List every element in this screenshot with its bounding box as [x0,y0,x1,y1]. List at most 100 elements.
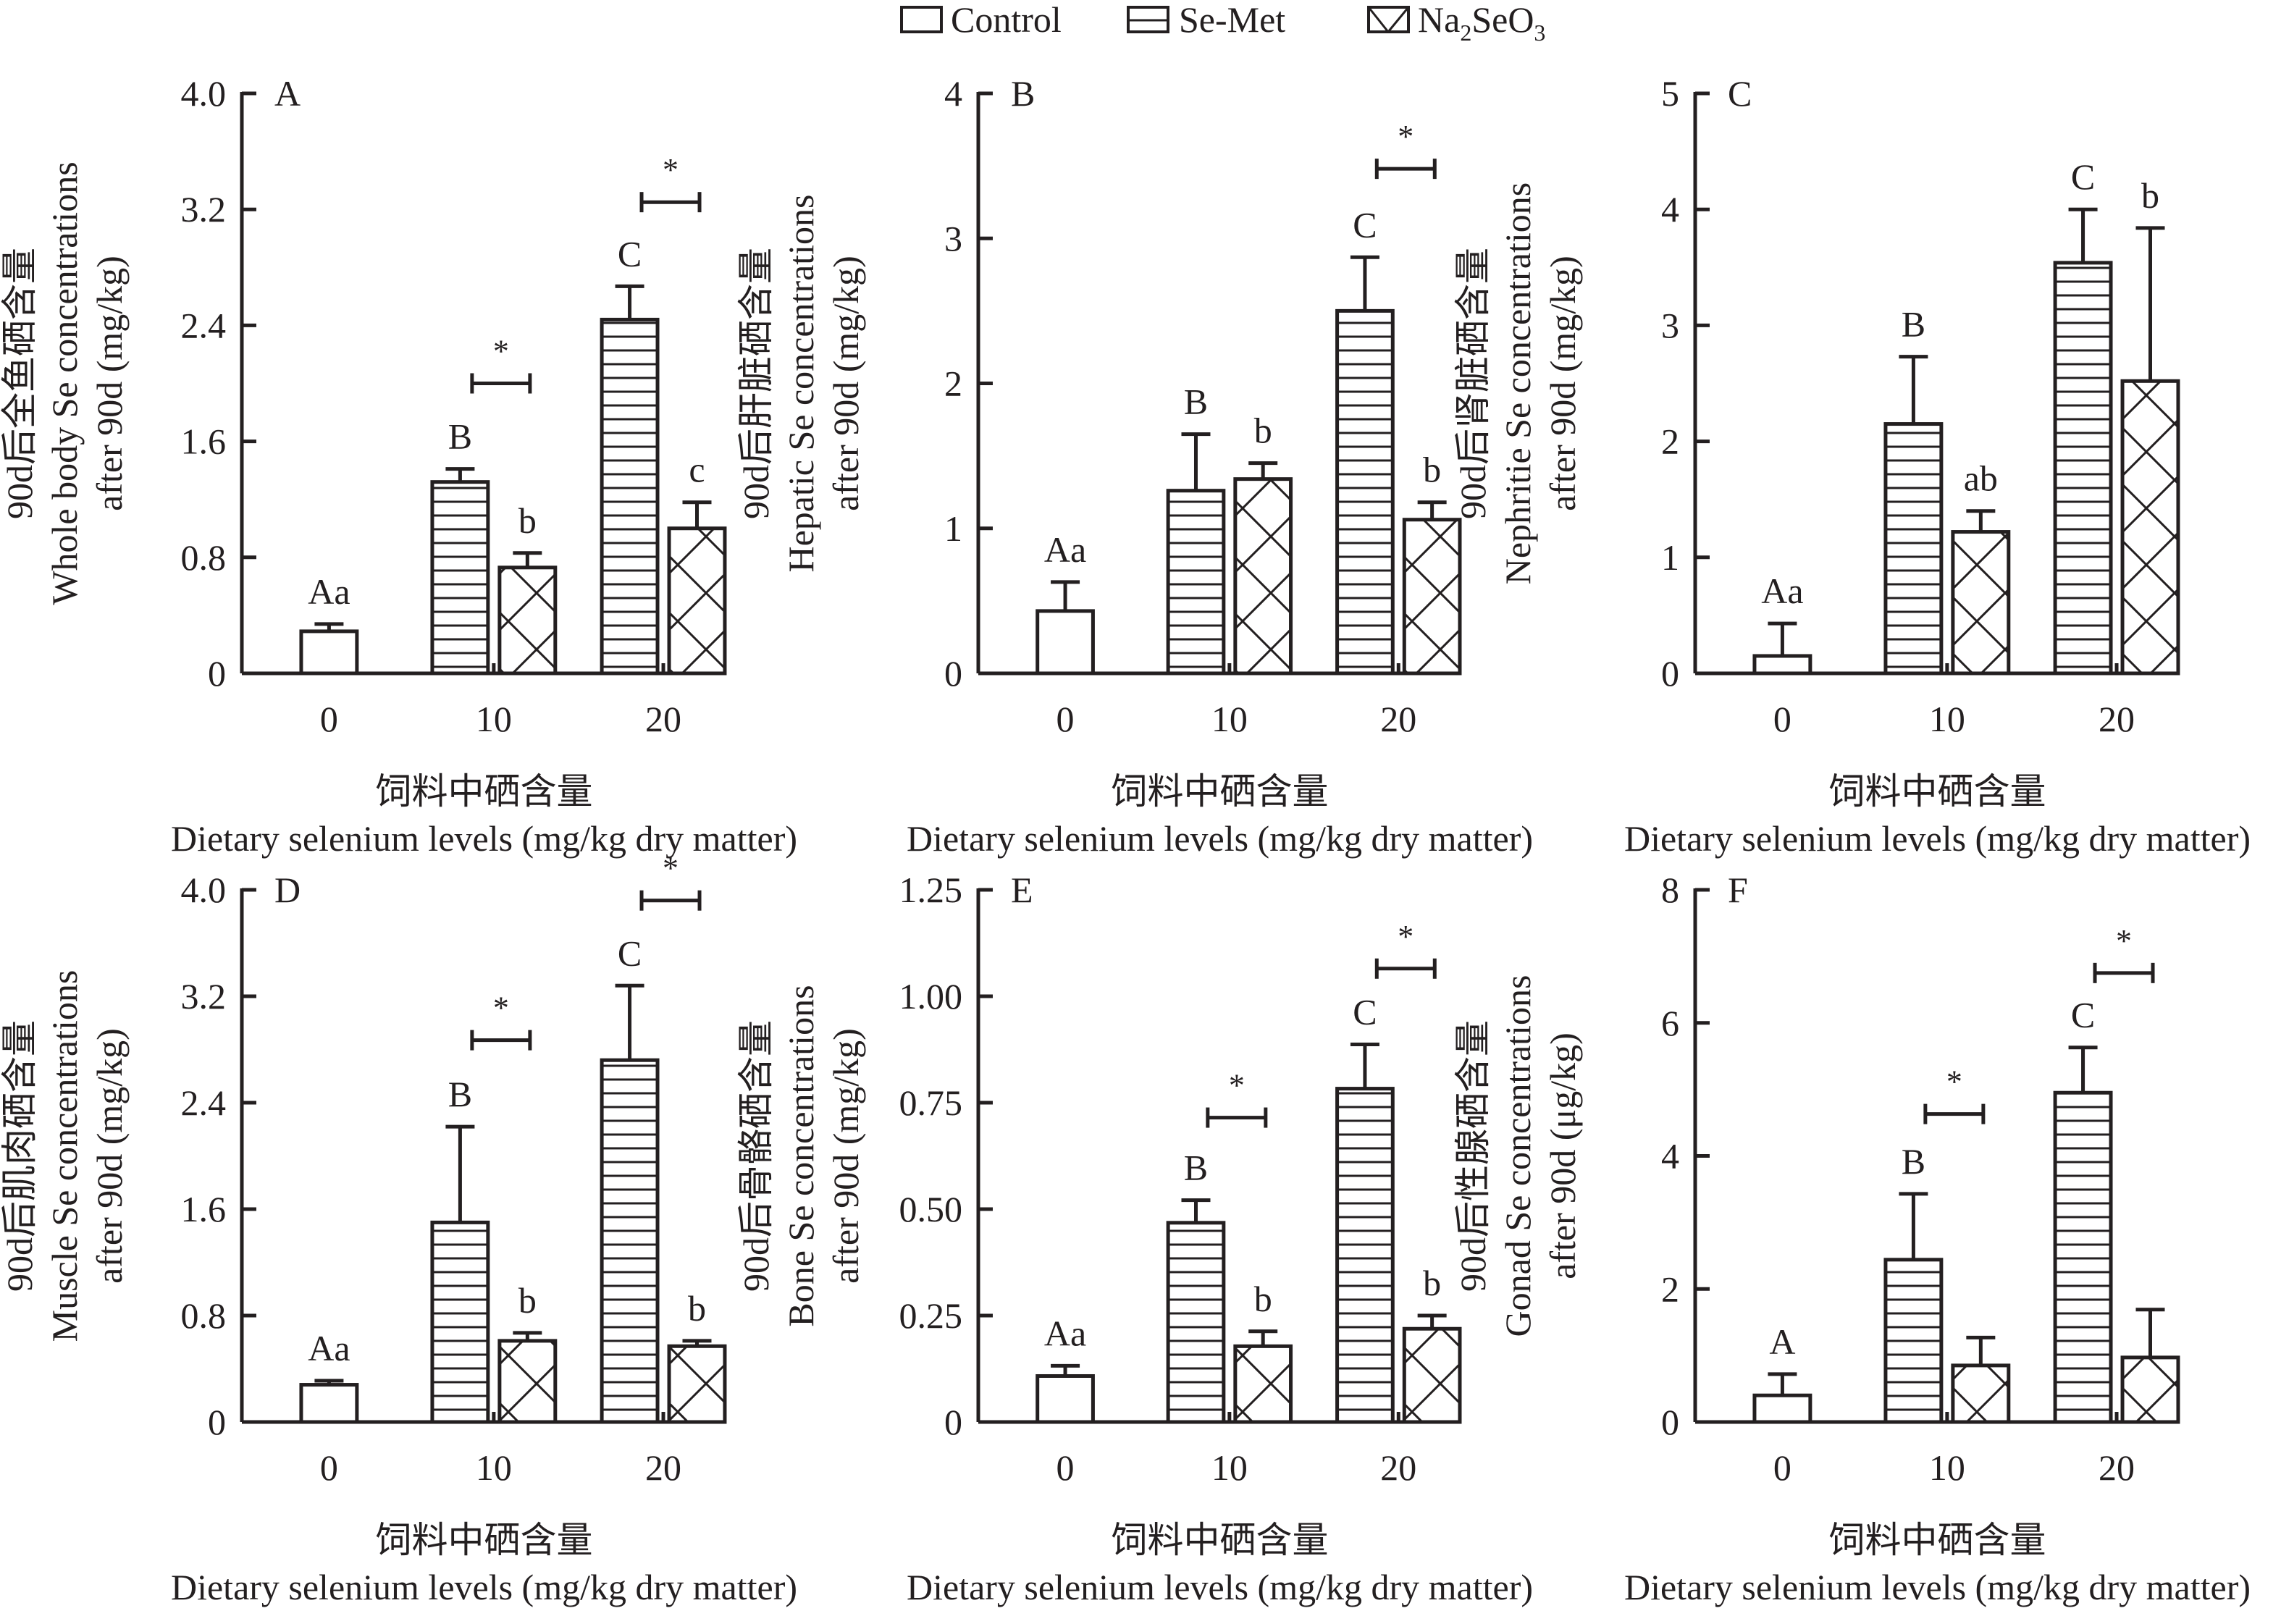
bar-control [1752,654,1812,676]
y-axis-label-line-3: after 90d (mg/kg) [89,1028,130,1284]
x-tick-label: 0 [1057,699,1075,739]
bar-se-met [1335,1087,1395,1424]
y-axis-label-line-3: after 90d (mg/kg) [826,1028,866,1284]
significance-asterisk: * [2116,923,2132,959]
bar-na2seo3 [1951,530,2011,676]
significance-letter: C [2071,995,2095,1035]
y-axis-label-line-3: after 90d (mg/kg) [1542,256,1583,511]
panel-e: 0 0.25 0.50 0.75 1.00 1.25 0 10 20 E Aa B Cb b * * 90d后骨… [736,870,1533,1607]
x-tick-label: 10 [1929,699,1965,739]
significance-letter: C [618,233,642,274]
significance-asterisk: * [1398,119,1413,154]
panel-c: 0 1 2 3 4 5 0 10 20 C Aa B Cab b 90d后肾脏硒含量 Nephritie Se… [1453,73,2251,859]
legend: Control Se-Met Na2SeO3 [900,0,1545,46]
y-axis-label-line-1: 90d后肌肉硒含量 [0,1020,40,1292]
significance-letter: b [518,1280,537,1321]
significance-letter: b [688,1288,706,1329]
y-tick-label: 1.6 [181,1189,227,1229]
y-tick-label: 4.0 [181,870,227,910]
x-tick-label: 20 [2099,1447,2135,1488]
legend-label-se-met: Se-Met [1179,0,1285,40]
significance-letter: b [1423,1263,1441,1303]
legend-swatch-se-met [1127,6,1169,33]
bar-na2seo3 [1951,1363,2011,1424]
bar-se-met [1166,489,1226,676]
bar-se-met [1166,1221,1226,1424]
y-tick-label: 0 [1661,1402,1679,1442]
y-tick-label: 0 [208,653,226,694]
legend-label-control: Control [951,0,1062,40]
significance-letter: ab [1964,458,1998,499]
panel-letter: A [274,73,301,114]
panel-a: 0 0.8 1.6 2.4 3.2 4.0 0 10 20 A Aa B Cb c * * 90d后全鱼硒含量 W… [0,73,797,859]
significance-asterisk: * [663,152,679,188]
y-axis-label-line-1: 90d后全鱼硒含量 [0,248,40,519]
y-tick-label: 4 [1661,189,1679,230]
x-tick-label: 10 [476,699,512,739]
significance-letter: B [1184,382,1208,422]
significance-letter: b [518,500,537,541]
bar-na2seo3 [1402,1326,1462,1424]
bar-se-met [1335,308,1395,676]
y-axis-label-line-3: after 90d (mg/kg) [826,256,866,511]
x-tick-label: 0 [1057,1447,1075,1488]
y-tick-label: 5 [1661,73,1679,114]
y-tick-label: 1 [944,508,962,549]
bar-na2seo3 [1402,518,1462,676]
x-tick-label: 10 [476,1447,512,1488]
significance-letter: Aa [1044,529,1086,570]
bar-se-met [430,480,490,676]
significance-letter: b [1254,1279,1272,1319]
panel-letter: C [1728,73,1752,114]
y-tick-label: 2 [1661,421,1679,462]
bar-se-met [1883,422,1944,676]
y-tick-label: 0.50 [899,1189,963,1229]
x-axis-label: Dietary selenium levels (mg/kg dry matte… [171,818,797,859]
x-tick-label: 0 [320,699,338,739]
bar-control [299,629,359,676]
y-tick-label: 1.6 [181,421,227,462]
bar-se-met [2053,261,2113,676]
bar-na2seo3 [497,1339,558,1424]
significance-letter: B [1902,304,1925,345]
y-axis-label-line-2: Gonad Se concentrations [1497,975,1538,1337]
x-tick-label: 10 [1211,1447,1248,1488]
y-tick-label: 0.8 [181,537,227,578]
significance-letter: C [1353,204,1377,245]
y-tick-label: 2 [1661,1269,1679,1309]
bar-se-met [1883,1258,1944,1424]
x-axis-label-cn: 饲料中硒含量 [1829,1520,2046,1560]
legend-seo: SeO [1471,0,1534,40]
bar-se-met [600,317,660,676]
x-tick-label: 20 [645,1447,681,1488]
y-tick-label: 6 [1661,1003,1679,1043]
significance-asterisk: * [1398,919,1413,954]
significance-letter: Aa [1761,571,1803,611]
significance-letter: b [1423,450,1441,490]
y-axis-label-line-1: 90d后肝脏硒含量 [736,248,776,519]
significance-asterisk: * [663,851,679,886]
y-tick-label: 4 [1661,1136,1679,1177]
significance-letter: b [2141,175,2159,216]
legend-swatch-hatch-line [1387,7,1410,33]
x-axis-label-cn: 饲料中硒含量 [1829,771,2046,812]
y-tick-label: 0.8 [181,1295,227,1336]
significance-letter: b [1254,411,1272,451]
legend-sub-2: 2 [1460,20,1471,46]
y-tick-label: 0.75 [899,1082,963,1123]
legend-item-na2seo3: Na2SeO3 [1367,0,1545,46]
y-tick-label: 3.2 [181,976,227,1017]
y-tick-label: 3 [944,218,962,258]
bar-na2seo3 [667,1344,727,1424]
y-tick-label: 2.4 [181,305,227,345]
bar-control [1036,1373,1095,1424]
significance-letter: Aa [308,571,350,612]
y-tick-label: 1.00 [899,976,963,1017]
legend-sub-3: 3 [1534,20,1545,46]
x-axis-label-cn: 饲料中硒含量 [1112,771,1329,812]
y-tick-label: 3.2 [181,189,227,230]
x-axis-label: Dietary selenium levels (mg/kg dry matte… [907,818,1533,859]
x-axis-label: Dietary selenium levels (mg/kg dry matte… [171,1567,797,1607]
